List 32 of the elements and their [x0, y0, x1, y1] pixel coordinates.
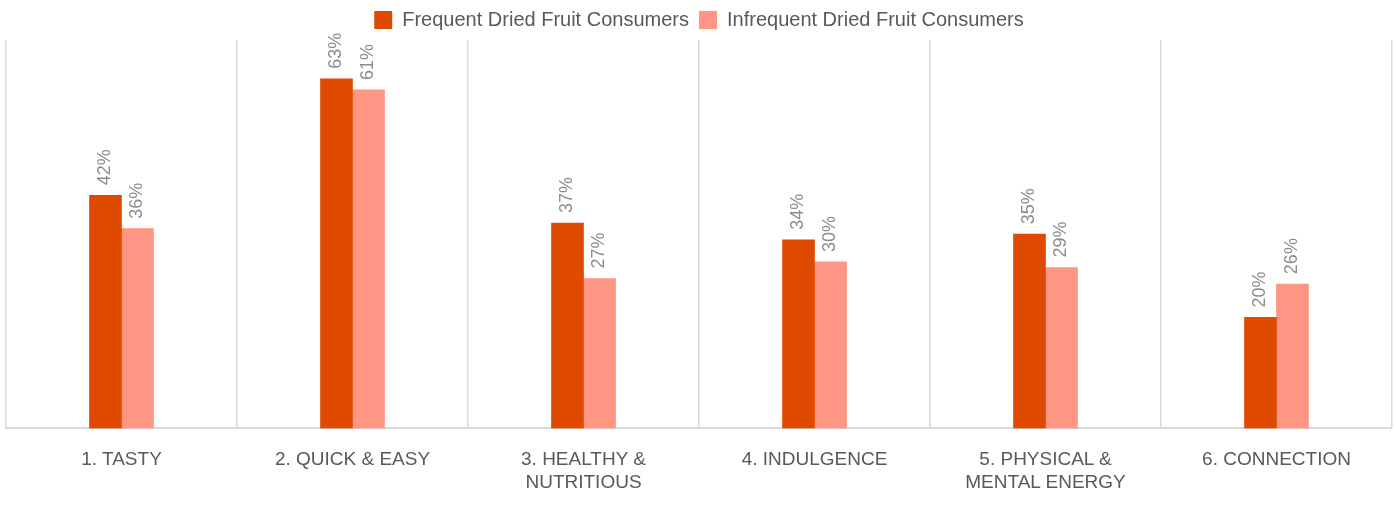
data-label: 61% — [357, 43, 378, 80]
bar — [782, 239, 815, 429]
bar — [1045, 267, 1078, 429]
data-label: 35% — [1018, 188, 1039, 225]
x-tick-label: 5. PHYSICAL & MENTAL ENERGY — [965, 448, 1127, 492]
bar — [583, 278, 616, 429]
legend-label: Frequent Dried Fruit Consumers — [402, 7, 689, 30]
bar — [814, 261, 847, 429]
bar — [1276, 283, 1309, 429]
bar — [1013, 233, 1046, 429]
data-label: 34% — [787, 193, 808, 230]
legend-label: Infrequent Dried Fruit Consumers — [726, 7, 1024, 30]
bar — [1244, 317, 1277, 429]
bar — [121, 228, 154, 429]
data-label: 36% — [126, 182, 147, 219]
data-label: 63% — [325, 32, 346, 69]
data-label: 37% — [556, 177, 577, 214]
data-label: 20% — [1249, 271, 1270, 308]
data-label: 27% — [588, 232, 609, 269]
bar — [320, 78, 353, 429]
data-label: 26% — [1281, 238, 1302, 275]
data-label: 29% — [1050, 221, 1071, 258]
data-label: 30% — [819, 215, 840, 252]
x-tick-label: 2. QUICK & EASY — [274, 448, 431, 470]
bar — [551, 222, 584, 429]
x-tick-label: 1. TASTY — [81, 448, 163, 470]
x-tick-label: 6. CONNECTION — [1202, 448, 1351, 470]
x-tick-label: 3. HEALTHY & NUTRITIOUS — [521, 448, 647, 492]
data-label: 42% — [94, 149, 115, 186]
bar — [352, 89, 385, 429]
bar — [89, 195, 122, 429]
x-tick-label: 4. INDULGENCE — [741, 448, 888, 470]
